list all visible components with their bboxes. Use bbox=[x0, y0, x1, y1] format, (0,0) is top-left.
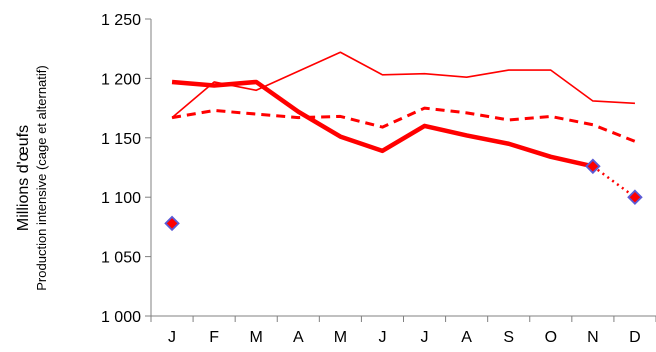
y-tick-labels: 1 000 1 050 1 100 1 150 1 200 1 250 bbox=[101, 12, 141, 326]
series-marker bbox=[164, 215, 180, 232]
x-tick-label: O bbox=[545, 329, 557, 346]
y-tick-label: 1 200 bbox=[101, 71, 141, 88]
y-tick-label: 1 150 bbox=[101, 131, 141, 148]
x-tick-label: A bbox=[461, 329, 472, 346]
x-tick-label: F bbox=[209, 329, 219, 346]
x-tick-label: J bbox=[168, 329, 176, 346]
axes bbox=[145, 18, 656, 322]
x-tick-label: A bbox=[293, 329, 304, 346]
x-tick-label: J bbox=[421, 329, 429, 346]
x-tick-label: M bbox=[250, 329, 263, 346]
x-tick-label: N bbox=[587, 329, 599, 346]
series-line-thin bbox=[171, 51, 636, 119]
y-tick-label: 1 100 bbox=[101, 190, 141, 207]
series-group bbox=[164, 51, 643, 232]
y-axis-sublabel: Production intensive (cage et alternatif… bbox=[34, 65, 49, 290]
series-marker bbox=[585, 158, 601, 175]
y-axis-label: Millions d'œufs bbox=[15, 125, 32, 231]
series-line-dashed bbox=[171, 106, 636, 143]
series-line-thick bbox=[171, 79, 594, 169]
y-tick-label: 1 050 bbox=[101, 250, 141, 267]
y-axis-label-group: Millions d'œufs Production intensive (ca… bbox=[15, 65, 49, 290]
series-line-dotted bbox=[592, 165, 636, 199]
y-tick-label: 1 000 bbox=[101, 309, 141, 326]
y-tick-label: 1 250 bbox=[101, 12, 141, 29]
x-tick-label: J bbox=[378, 329, 386, 346]
series-marker bbox=[627, 189, 643, 205]
x-tick-label: D bbox=[629, 329, 641, 346]
x-tick-label: S bbox=[503, 329, 514, 346]
x-tick-label: M bbox=[334, 329, 347, 346]
